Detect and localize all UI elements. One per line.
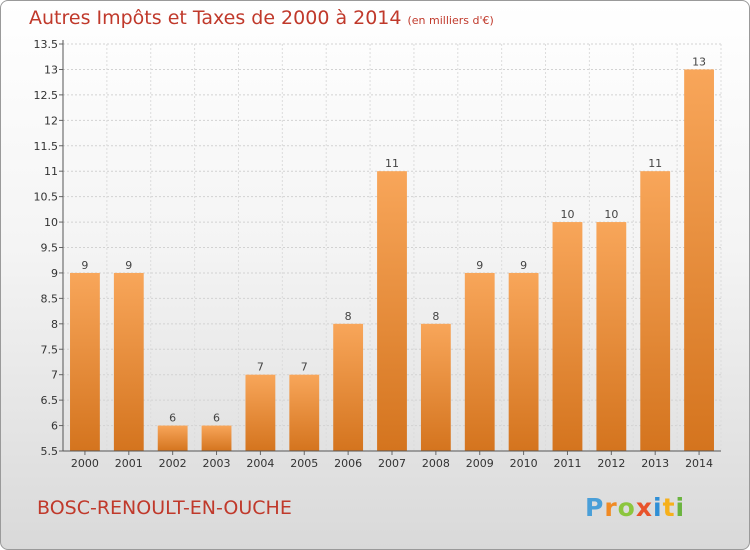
y-tick-label: 11.5 [34, 140, 59, 153]
bar-value-label: 9 [520, 259, 527, 272]
bar-value-label: 11 [385, 157, 399, 170]
bar [552, 222, 583, 451]
y-tick-label: 8 [51, 318, 58, 331]
y-tick-label: 9 [51, 267, 58, 280]
bar [684, 69, 714, 451]
y-tick-label: 11 [44, 165, 58, 178]
logo-letter: t [662, 493, 676, 522]
bar [377, 171, 407, 451]
x-tick-label: 2005 [290, 457, 318, 470]
bar [508, 272, 539, 451]
x-tick-label: 2013 [641, 457, 669, 470]
y-tick-label: 7.5 [41, 343, 59, 356]
chart-unit: (en milliers d'€) [407, 14, 494, 27]
y-tick-label: 12 [44, 114, 58, 127]
y-tick-label: 10.5 [34, 191, 59, 204]
y-tick-label: 13 [44, 63, 58, 76]
bar [464, 272, 495, 451]
x-tick-label: 2009 [466, 457, 494, 470]
x-tick-label: 2012 [597, 457, 625, 470]
x-tick-label: 2014 [685, 457, 713, 470]
bar-value-label: 11 [648, 157, 662, 170]
bar-value-label: 9 [81, 259, 88, 272]
bar-value-label: 7 [257, 361, 264, 374]
logo-letter: r [604, 493, 618, 522]
logo-letter: x [635, 493, 653, 522]
y-tick-label: 7 [51, 369, 58, 382]
y-tick-label: 5.5 [41, 445, 59, 458]
y-tick-label: 10 [44, 216, 58, 229]
chart-title: Autres Impôts et Taxes de 2000 à 2014 (en… [29, 7, 494, 29]
bar [245, 374, 276, 451]
logo-letter: o [617, 493, 636, 522]
x-tick-label: 2007 [378, 457, 406, 470]
logo-letter: i [675, 493, 686, 522]
x-tick-label: 2011 [553, 457, 581, 470]
bar [596, 222, 627, 451]
bar-value-label: 7 [301, 361, 308, 374]
x-tick-label: 2002 [159, 457, 187, 470]
bar [289, 374, 320, 451]
logo-letter: i [653, 493, 663, 522]
proxiti-logo[interactable]: Proxiti [585, 493, 685, 522]
bar [70, 272, 100, 451]
y-tick-label: 13.5 [34, 38, 59, 51]
bar [113, 272, 144, 451]
x-tick-label: 2006 [334, 457, 362, 470]
bar-value-label: 13 [692, 55, 706, 68]
bar-value-label: 9 [476, 259, 483, 272]
x-tick-label: 2000 [71, 457, 99, 470]
bar [157, 425, 188, 451]
logo-letter: P [585, 493, 605, 522]
y-tick-label: 6.5 [41, 394, 59, 407]
x-tick-label: 2003 [203, 457, 231, 470]
y-tick-label: 8.5 [41, 292, 59, 305]
bar-value-label: 8 [345, 310, 352, 323]
bar-value-label: 10 [560, 208, 574, 221]
bar-value-label: 9 [125, 259, 132, 272]
x-tick-label: 2001 [115, 457, 143, 470]
y-tick-label: 12.5 [34, 89, 59, 102]
bar-value-label: 6 [169, 412, 176, 425]
chart-title-text: Autres Impôts et Taxes de 2000 à 2014 [29, 7, 402, 29]
bar-value-label: 10 [604, 208, 618, 221]
bar [333, 323, 364, 451]
y-tick-label: 9.5 [41, 242, 59, 255]
bar-value-label: 8 [432, 310, 439, 323]
bar [420, 323, 451, 451]
bar [640, 171, 671, 451]
y-tick-label: 6 [51, 420, 58, 433]
x-tick-label: 2010 [510, 457, 538, 470]
x-tick-label: 2004 [246, 457, 274, 470]
x-tick-label: 2008 [422, 457, 450, 470]
commune-name: BOSC-RENOULT-EN-OUCHE [37, 497, 292, 519]
bar [201, 425, 232, 451]
bar-value-label: 6 [213, 412, 220, 425]
